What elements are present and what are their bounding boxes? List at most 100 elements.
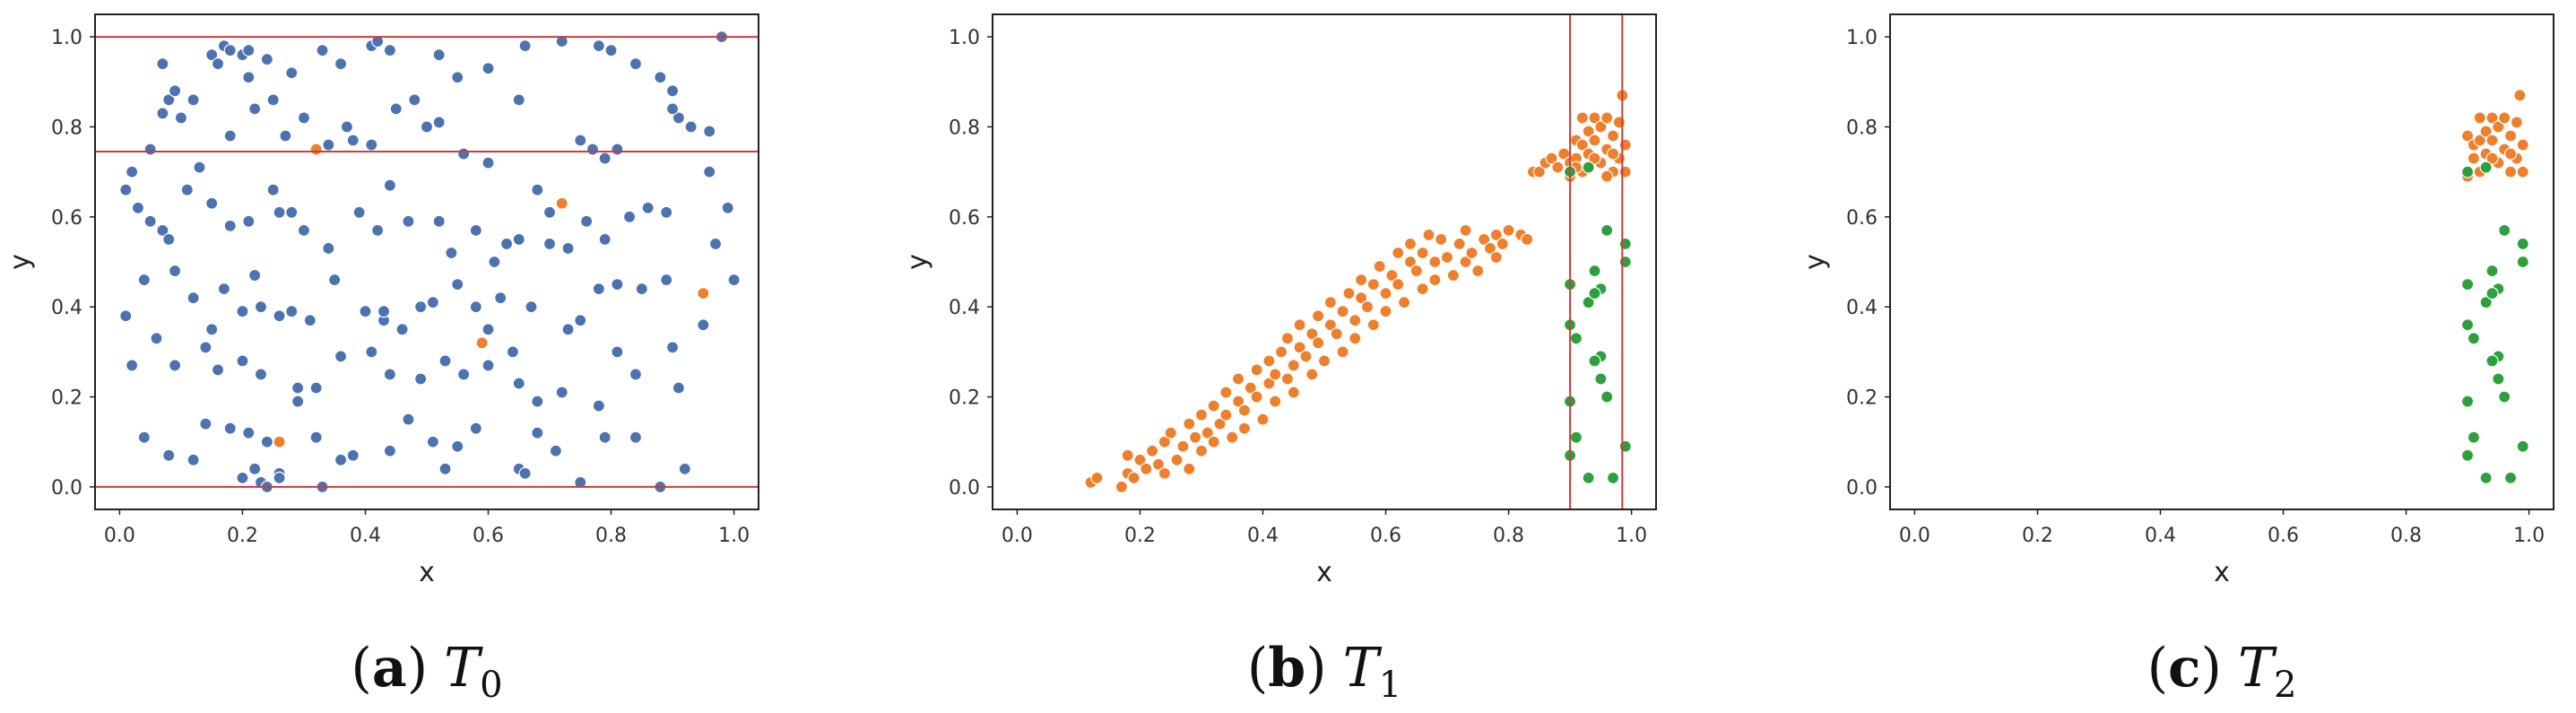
x-tick-label: 0.8 — [2390, 525, 2422, 547]
data-point-green — [2516, 237, 2529, 251]
data-point-orange — [2492, 120, 2505, 134]
data-point-blue — [254, 300, 268, 314]
data-point-orange — [2513, 89, 2527, 102]
data-point-orange — [1146, 444, 1159, 457]
data-point-blue — [371, 35, 385, 48]
data-point-blue — [174, 111, 188, 125]
caption-letter: a — [372, 637, 407, 700]
data-point-blue — [199, 417, 212, 430]
data-point-orange — [1489, 250, 1503, 265]
data-point-blue — [297, 111, 311, 125]
data-point-orange — [1244, 381, 1257, 395]
data-point-orange — [1140, 462, 1153, 475]
data-point-orange — [2498, 111, 2511, 125]
data-point-orange — [1392, 277, 1405, 291]
data-point-blue — [273, 471, 286, 484]
data-point-blue — [555, 386, 568, 399]
plot-frame — [1889, 13, 2554, 510]
data-point-orange — [1299, 350, 1313, 363]
plot-area — [993, 14, 1656, 509]
data-point-blue — [542, 237, 557, 251]
data-point-blue — [205, 48, 219, 62]
x-tick-label: 0.0 — [104, 525, 135, 547]
data-point-blue — [156, 57, 169, 71]
data-point-orange — [1219, 386, 1233, 399]
data-point-orange — [1219, 408, 1233, 422]
data-point-orange — [1121, 448, 1134, 462]
data-point-blue — [703, 125, 716, 138]
data-point-green — [1600, 390, 1614, 404]
data-point-orange — [1453, 237, 1466, 251]
data-point-green — [2467, 332, 2481, 345]
data-point-green — [2485, 354, 2499, 368]
caption-open-paren: ( — [351, 637, 371, 700]
caption-subscript: 1 — [1379, 665, 1401, 706]
data-point-orange — [697, 287, 710, 300]
data-point-blue — [604, 44, 618, 57]
data-point-orange — [1459, 223, 1472, 237]
data-point-blue — [143, 214, 157, 228]
caption-subscript: 0 — [480, 665, 502, 706]
data-point-orange — [1385, 268, 1399, 283]
data-point-blue — [469, 223, 482, 237]
data-point-green — [2498, 390, 2511, 404]
x-tick-label: 0.6 — [2268, 525, 2299, 547]
data-point-orange — [1428, 255, 1442, 269]
data-point-orange — [273, 435, 286, 448]
data-point-orange — [1189, 430, 1202, 444]
data-point-orange — [1496, 237, 1509, 251]
data-point-green — [1600, 223, 1614, 237]
data-point-orange — [1269, 395, 1282, 408]
data-point-blue — [451, 277, 464, 291]
data-point-blue — [328, 273, 342, 287]
data-point-orange — [1379, 287, 1392, 300]
data-point-green — [2460, 165, 2475, 178]
data-point-orange — [1305, 368, 1319, 381]
data-point-blue — [389, 102, 403, 116]
data-point-blue — [168, 84, 182, 98]
data-point-blue — [156, 107, 169, 120]
data-point-orange — [1317, 354, 1331, 368]
data-point-blue — [426, 296, 439, 309]
data-point-orange — [1312, 336, 1325, 350]
data-point-orange — [1416, 283, 1429, 296]
data-point-blue — [119, 183, 133, 196]
data-point-blue — [580, 214, 594, 228]
data-point-orange — [1183, 417, 1196, 430]
data-point-blue — [488, 255, 501, 269]
data-point-orange — [555, 196, 568, 210]
data-point-blue — [518, 39, 532, 53]
x-tick-label: 0.4 — [350, 525, 381, 547]
x-tick-label: 0.8 — [1493, 525, 1524, 547]
data-point-blue — [248, 102, 262, 116]
data-point-blue — [660, 205, 673, 219]
panel-b: 0.0 0.2 0.4 0.6 0.8 1.0 0.0 0.2 0.4 0.6 0.8 1.0 x y (b… — [902, 13, 1657, 706]
data-point-blue — [721, 201, 734, 214]
data-point-blue — [242, 44, 256, 57]
data-point-blue — [193, 161, 206, 174]
data-point-blue — [629, 368, 643, 381]
panel-caption: (a) T0 — [351, 637, 502, 706]
data-point-green — [1618, 255, 1632, 269]
data-point-blue — [512, 377, 525, 390]
y-tick-label: 0.4 — [51, 297, 82, 319]
data-point-blue — [322, 241, 335, 256]
data-point-green — [2479, 471, 2493, 484]
data-point-orange — [1545, 152, 1558, 165]
data-point-blue — [316, 44, 329, 57]
x-tick-label: 0.2 — [2022, 525, 2053, 547]
data-point-blue — [665, 341, 680, 354]
data-point-blue — [592, 283, 605, 296]
y-tick-label: 0.8 — [949, 117, 980, 139]
data-point-orange — [1355, 273, 1368, 287]
caption-close-paren: ) — [2201, 637, 2222, 700]
data-point-orange — [1373, 259, 1386, 274]
data-point-orange — [1428, 273, 1442, 287]
x-tick-label: 0.8 — [595, 525, 627, 547]
data-point-blue — [236, 354, 249, 368]
data-point-orange — [1194, 408, 1209, 422]
data-point-blue — [531, 183, 544, 196]
data-point-blue — [598, 430, 611, 444]
data-point-blue — [629, 430, 643, 444]
data-point-orange — [2516, 138, 2529, 152]
